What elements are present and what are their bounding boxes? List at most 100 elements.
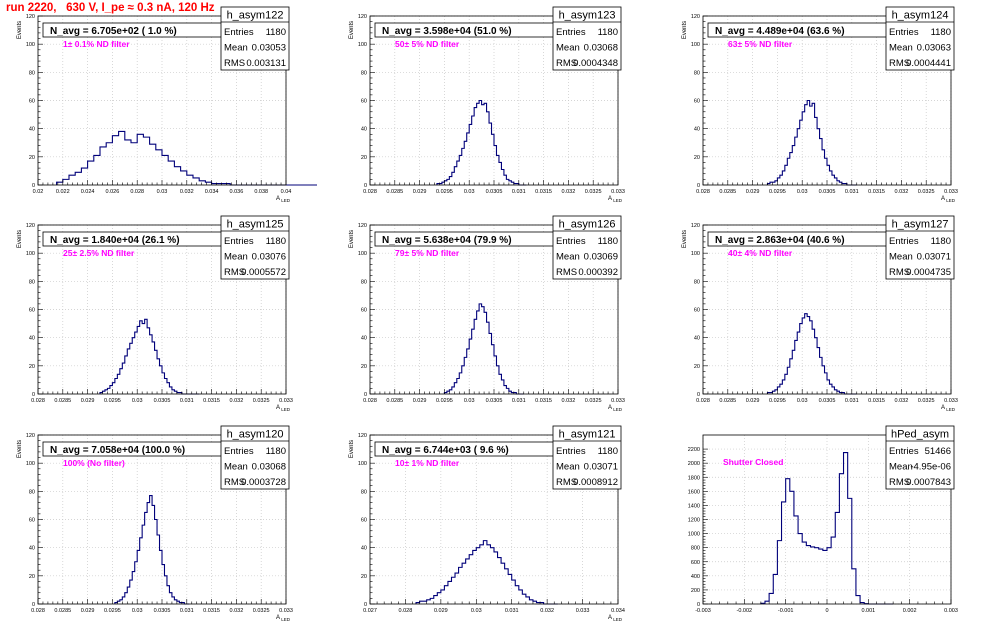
x-tick-label: 0.003 — [944, 608, 958, 614]
x-tick-label: 0.032 — [562, 189, 576, 195]
y-tick-label: 0 — [697, 392, 700, 398]
y-tick-label: 80 — [29, 489, 35, 495]
histogram-panel-h_asym121: 0.027 0.028 0.029 0.03 0.031 0.032 0.033 0.034 0… — [349, 425, 625, 622]
x-tick-label: 0.0315 — [868, 398, 885, 404]
histogram-name: h_asym121 — [559, 429, 616, 441]
y-tick-label: 1600 — [688, 489, 700, 495]
x-tick-label: 0.0315 — [203, 608, 220, 614]
x-tick-label: 0.032 — [562, 398, 576, 404]
x-tick-label: 0.0315 — [535, 189, 552, 195]
stats-value: 0.03068 — [584, 43, 618, 54]
x-tick-label: 0.034 — [205, 189, 219, 195]
x-tick-label: 0.0295 — [436, 398, 453, 404]
histogram-series-h_asym120 — [114, 495, 190, 605]
x-tick-label: 0.028 — [31, 608, 45, 614]
x-tick-label: 0.029 — [434, 608, 448, 614]
stats-label: Mean — [556, 252, 580, 263]
stats-label: Entries — [224, 446, 254, 457]
y-tick-label: 40 — [29, 546, 35, 552]
y-tick-label: 0 — [364, 183, 367, 189]
x-tick-label: 0.0285 — [386, 398, 403, 404]
stats-value: 0.000392 — [578, 267, 618, 278]
y-tick-label: 60 — [361, 518, 367, 524]
histogram-panel-h_asym123: 0.028 0.0285 0.029 0.0295 0.03 0.0305 0.031 0.0… — [349, 6, 625, 203]
x-axis-title: A LED — [276, 196, 291, 203]
histogram-series-h_asym125 — [99, 318, 200, 395]
navg-label: N_avg = 6.705e+02 ( 1.0 %) — [50, 26, 177, 37]
y-tick-label: 20 — [29, 155, 35, 161]
stats-value: 1180 — [598, 446, 618, 457]
stats-label: Entries — [889, 27, 919, 38]
stats-value: 1180 — [931, 236, 951, 247]
x-tick-label: 0.032 — [230, 398, 244, 404]
x-tick-label: 0.0285 — [54, 608, 71, 614]
stats-box — [220, 6, 290, 71]
x-tick-label: 0.0305 — [154, 398, 171, 404]
x-tick-label: 0.029 — [413, 189, 427, 195]
x-tick-label: 0.031 — [845, 398, 859, 404]
y-tick-label: 800 — [691, 546, 700, 552]
x-tick-label: 0.029 — [81, 398, 95, 404]
stats-label: Entries — [224, 236, 254, 247]
x-tick-label: 0.04 — [281, 189, 292, 195]
x-tick-label: 0.03 — [797, 189, 808, 195]
y-tick-label: 20 — [361, 155, 367, 161]
y-tick-label: 40 — [361, 127, 367, 133]
stats-value: 0.03071 — [917, 252, 951, 263]
stats-label: Mean — [224, 43, 248, 54]
x-tick-label: 0.001 — [861, 608, 875, 614]
x-tick-label: 0.0295 — [104, 608, 121, 614]
histogram-panel-h_asym125: 0.028 0.0285 0.029 0.0295 0.03 0.0305 0.031 0.0… — [17, 215, 293, 412]
navg-label: N_avg = 4.489e+04 (63.6 %) — [715, 26, 845, 37]
y-tick-label: 20 — [361, 574, 367, 580]
x-tick-label: 0.033 — [611, 189, 625, 195]
stats-value: 0.0004348 — [573, 58, 618, 69]
stats-value: 0.03053 — [252, 43, 286, 54]
y-axis-title: Events — [349, 21, 355, 39]
stats-value: 51466 — [925, 446, 951, 457]
y-tick-label: 100 — [26, 461, 35, 467]
x-tick-label: 0.0325 — [585, 398, 602, 404]
histogram-panel-h_asym122: 0.02 0.022 0.024 0.026 0.028 0.03 0.032 0.034 0.… — [17, 6, 317, 203]
x-tick-label: -0.001 — [778, 608, 794, 614]
y-tick-label: 400 — [691, 574, 700, 580]
x-tick-label: 0.0295 — [436, 189, 453, 195]
x-tick-label: 0.029 — [81, 608, 95, 614]
y-tick-label: 80 — [694, 70, 700, 76]
filter-label: 79± 5% ND filter — [395, 248, 460, 258]
y-tick-label: 600 — [691, 560, 700, 566]
histogram-panel-h_asym126: 0.028 0.0285 0.029 0.0295 0.03 0.0305 0.031 0.0… — [349, 215, 625, 412]
stats-label: Mean — [889, 252, 913, 263]
y-tick-label: 200 — [691, 588, 700, 594]
stats-box — [885, 425, 955, 490]
navg-label: N_avg = 6.744e+03 ( 9.6 %) — [382, 445, 509, 456]
stats-value: 0.0007843 — [906, 477, 951, 488]
y-tick-label: 0 — [32, 392, 35, 398]
x-tick-label: 0.033 — [611, 398, 625, 404]
y-axis-title: Events — [17, 21, 23, 39]
filter-label: Shutter Closed — [723, 457, 783, 467]
x-tick-label: 0.0305 — [819, 398, 836, 404]
x-tick-label: 0.0325 — [918, 189, 935, 195]
y-tick-label: 120 — [26, 14, 35, 20]
x-axis-title: A LED — [276, 615, 291, 622]
y-tick-label: 120 — [358, 14, 367, 20]
y-tick-label: 60 — [361, 99, 367, 105]
x-tick-label: 0.0285 — [719, 398, 736, 404]
histogram-series-h_asym124 — [766, 99, 857, 186]
y-tick-label: 120 — [358, 223, 367, 229]
y-tick-label: 60 — [694, 99, 700, 105]
y-tick-label: 20 — [694, 155, 700, 161]
x-tick-label: 0.029 — [746, 189, 760, 195]
histogram-name: hPed_asym — [891, 429, 949, 441]
histogram-series-h_asym127 — [766, 313, 857, 395]
x-tick-label: 0.03 — [471, 608, 482, 614]
x-axis-title: A LED — [941, 196, 956, 203]
x-tick-label: 0.0295 — [769, 189, 786, 195]
stats-value: 1180 — [266, 27, 286, 38]
navg-label: N_avg = 1.840e+04 (26.1 %) — [50, 235, 180, 246]
x-tick-label: 0.032 — [230, 608, 244, 614]
histogram-panel-hPed_asym: -0.003 -0.002 -0.001 0 0.001 0.002 0.003 0 200 40… — [688, 425, 958, 614]
y-tick-label: 80 — [29, 70, 35, 76]
y-tick-label: 1200 — [688, 518, 700, 524]
